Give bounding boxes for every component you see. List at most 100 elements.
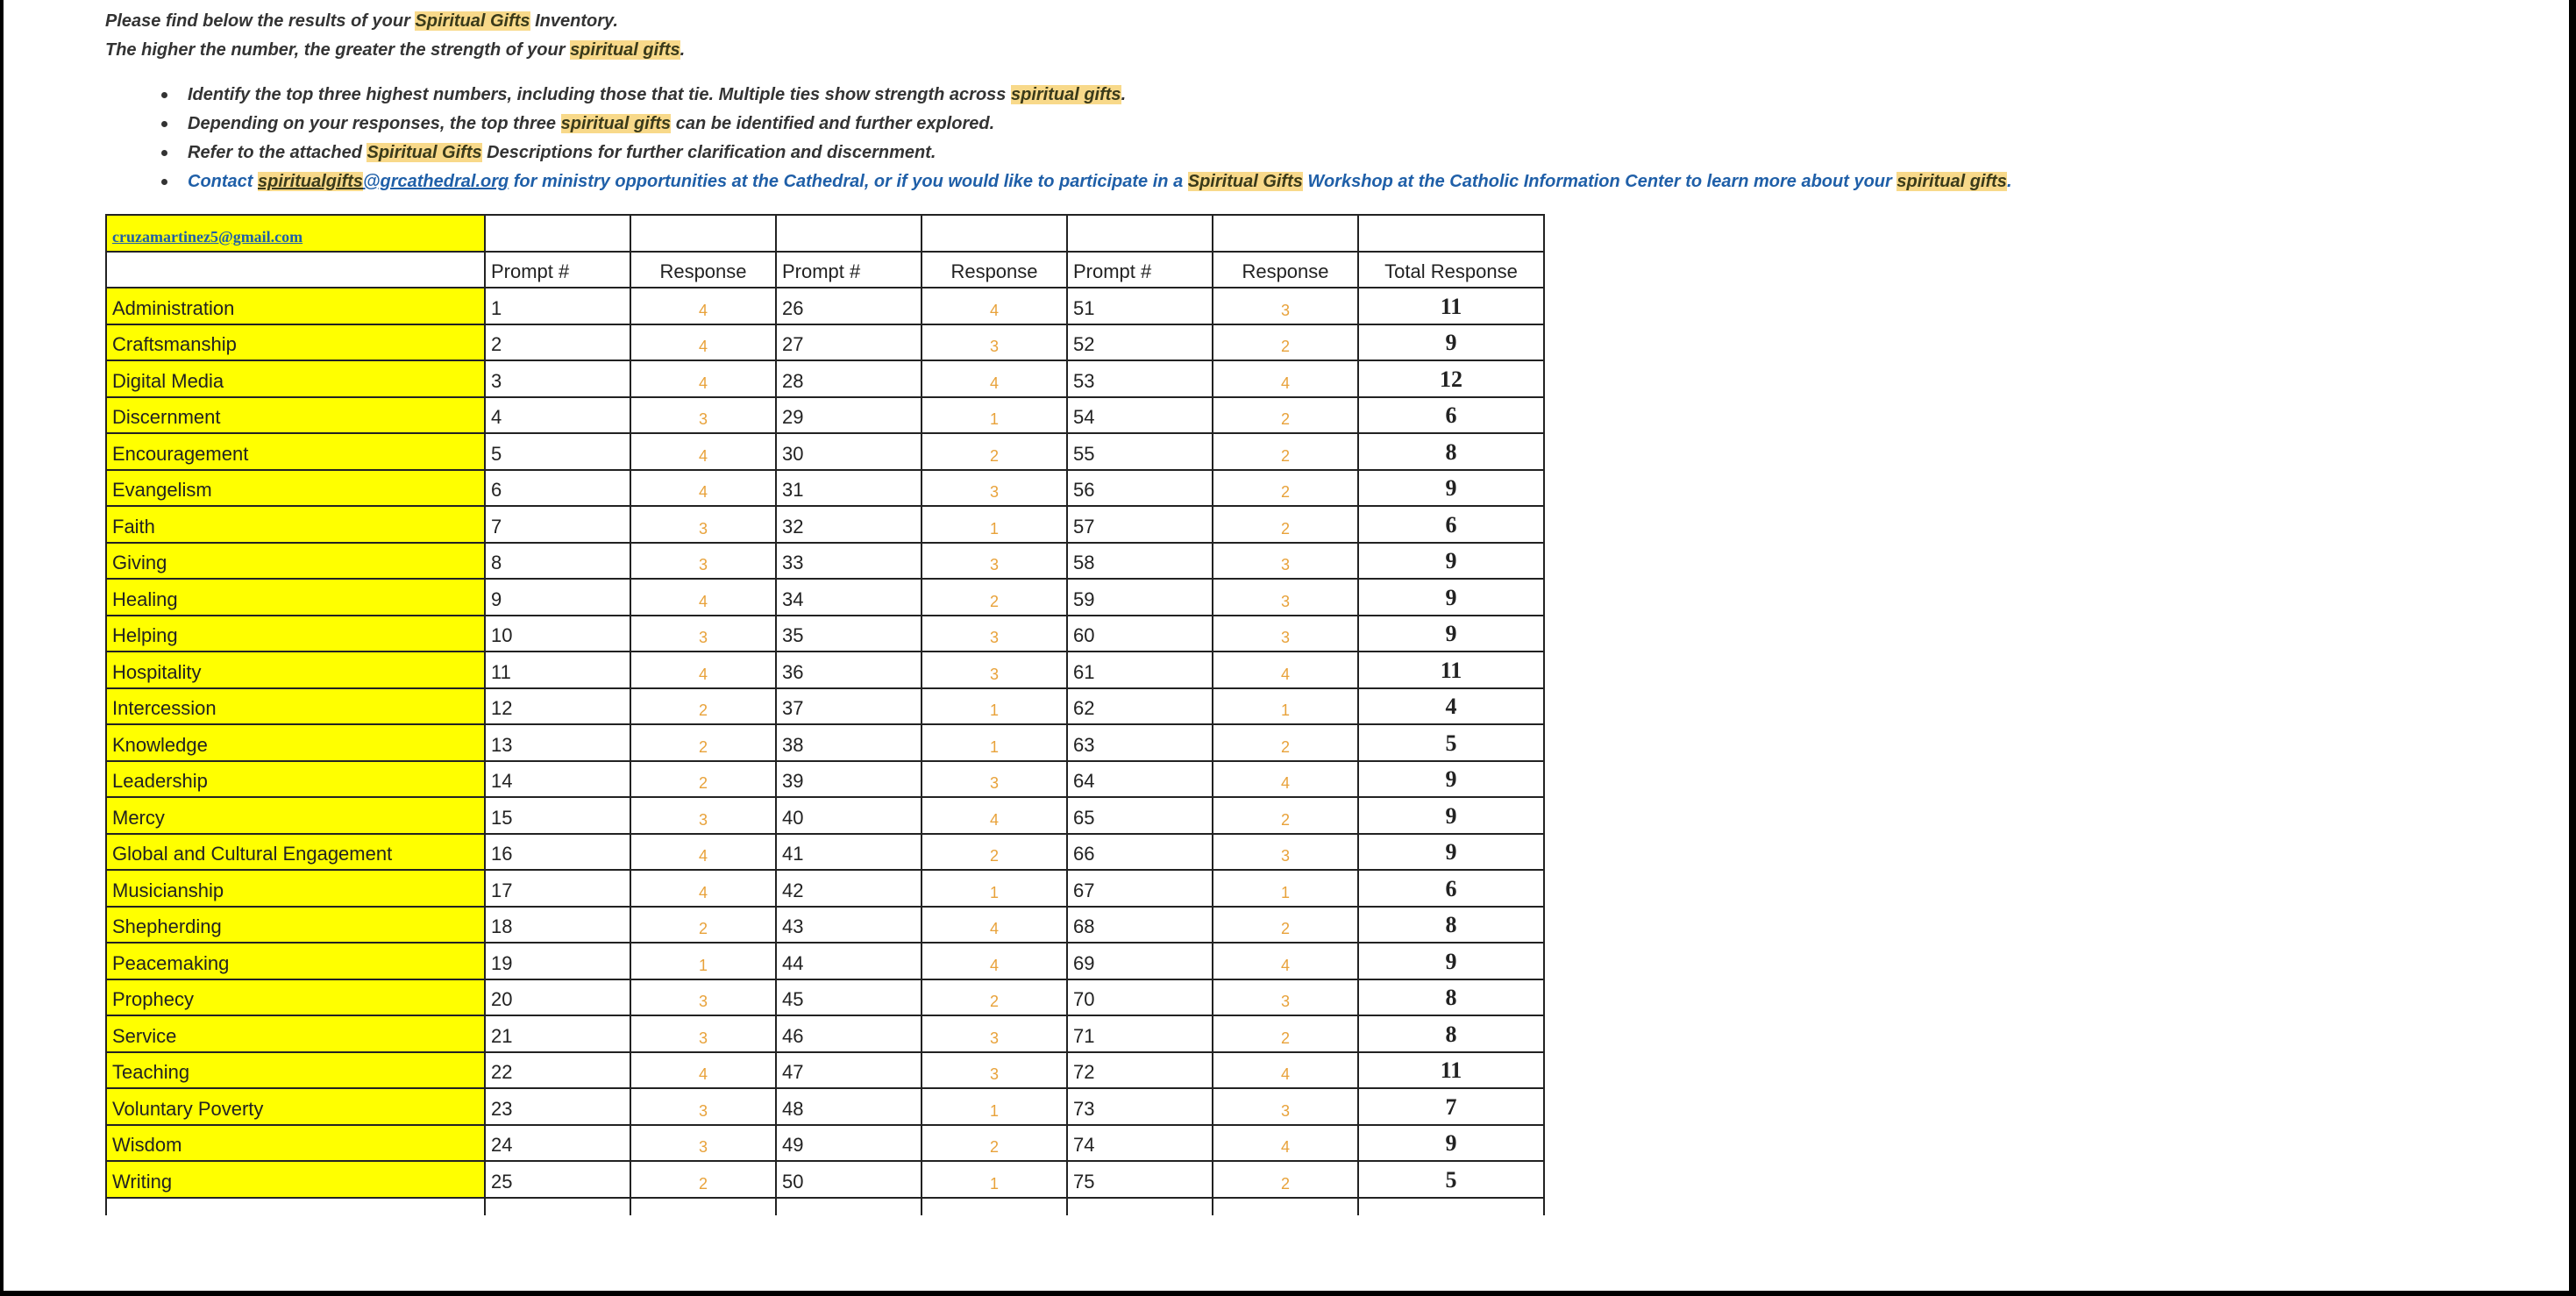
total-response-cell: 8	[1357, 432, 1545, 471]
total-response-cell: 7	[1357, 1087, 1545, 1126]
prompt-number-cell: 9	[484, 578, 631, 616]
header-row: Prompt # Response Prompt # Response Prom…	[105, 250, 1545, 288]
table-row: Teaching 22 4 47 3 72 4 11	[105, 1050, 1545, 1089]
response-cell: 3	[630, 978, 777, 1016]
response-cell: 4	[630, 323, 777, 361]
empty-cell	[1357, 214, 1545, 253]
prompt-number-cell: 40	[775, 796, 922, 835]
response-cell: 4	[630, 287, 777, 325]
response-cell: 4	[921, 796, 1068, 835]
prompt-number-cell: 52	[1066, 323, 1213, 361]
response-cell: 2	[1212, 796, 1359, 835]
prompt-number-cell: 3	[484, 360, 631, 398]
response-cell: 4	[1212, 1050, 1359, 1089]
response-cell: 4	[1212, 942, 1359, 980]
response-cell: 1	[921, 395, 1068, 434]
prompt-number-cell: 23	[484, 1087, 631, 1126]
gift-name-cell: Helping	[105, 614, 486, 652]
prompt-number-cell: 12	[484, 687, 631, 725]
total-response-cell: 8	[1357, 978, 1545, 1016]
response-cell: 3	[921, 1015, 1068, 1053]
gift-name-cell: Healing	[105, 578, 486, 616]
response-cell: 3	[921, 468, 1068, 507]
response-cell: 4	[1212, 651, 1359, 689]
response-cell: 4	[921, 287, 1068, 325]
prompt-number-cell: 6	[484, 468, 631, 507]
response-cell: 4	[1212, 1123, 1359, 1162]
table-row: Leadership 14 2 39 3 64 4 9	[105, 759, 1545, 798]
table-row: Craftsmanship 2 4 27 3 52 2 9	[105, 323, 1545, 361]
response-cell: 4	[630, 468, 777, 507]
prompt-number-cell: 74	[1066, 1123, 1213, 1162]
prompt-number-cell: 49	[775, 1123, 922, 1162]
gift-name-cell: Prophecy	[105, 978, 486, 1016]
empty-cell	[630, 214, 777, 253]
prompt-number-cell: 68	[1066, 905, 1213, 944]
response-cell: 1	[921, 505, 1068, 544]
prompt-number-cell: 44	[775, 942, 922, 980]
contact-email-link[interactable]: spiritualgifts@grcathedral.org	[258, 172, 509, 191]
prompt-number-cell: 55	[1066, 432, 1213, 471]
prompt-number-cell: 26	[775, 287, 922, 325]
prompt-number-cell: 22	[484, 1050, 631, 1089]
response-cell: 4	[1212, 360, 1359, 398]
table-row: Voluntary Poverty 23 3 48 1 73 3 7	[105, 1087, 1545, 1126]
header-response-3: Response	[1212, 250, 1359, 288]
user-email-link[interactable]: cruzamartinez5@gmail.com	[112, 227, 303, 246]
gift-name-cell: Voluntary Poverty	[105, 1087, 486, 1126]
response-cell: 2	[1212, 1160, 1359, 1199]
response-cell: 2	[921, 978, 1068, 1016]
instruction-contact: Contact spiritualgifts@grcathedral.org f…	[161, 167, 2012, 196]
total-response-cell: 9	[1357, 578, 1545, 616]
gift-name-cell: Service	[105, 1015, 486, 1053]
prompt-number-cell: 39	[775, 759, 922, 798]
response-cell: 4	[630, 432, 777, 471]
total-response-cell: 11	[1357, 1050, 1545, 1089]
response-cell: 2	[1212, 905, 1359, 944]
empty-cell	[484, 1196, 631, 1215]
prompt-number-cell: 43	[775, 905, 922, 944]
prompt-number-cell: 46	[775, 1015, 922, 1053]
prompt-number-cell: 29	[775, 395, 922, 434]
instruction-top-three: Identify the top three highest numbers, …	[161, 81, 2012, 110]
total-response-cell: 4	[1357, 687, 1545, 725]
prompt-number-cell: 60	[1066, 614, 1213, 652]
response-cell: 3	[1212, 578, 1359, 616]
response-cell: 2	[630, 1160, 777, 1199]
response-cell: 3	[630, 395, 777, 434]
response-cell: 3	[921, 651, 1068, 689]
response-cell: 2	[921, 432, 1068, 471]
gift-name-cell: Craftsmanship	[105, 323, 486, 361]
response-cell: 4	[630, 651, 777, 689]
total-response-cell: 9	[1357, 614, 1545, 652]
prompt-number-cell: 42	[775, 869, 922, 908]
prompt-number-cell: 73	[1066, 1087, 1213, 1126]
total-response-cell: 5	[1357, 1160, 1545, 1199]
prompt-number-cell: 21	[484, 1015, 631, 1053]
table-row: Healing 9 4 34 2 59 3 9	[105, 578, 1545, 616]
table-row: Writing 25 2 50 1 75 2 5	[105, 1160, 1545, 1199]
response-cell: 3	[921, 759, 1068, 798]
total-response-cell: 6	[1357, 869, 1545, 908]
gift-name-cell: Peacemaking	[105, 942, 486, 980]
prompt-number-cell: 57	[1066, 505, 1213, 544]
table-row: Shepherding 18 2 43 4 68 2 8	[105, 905, 1545, 944]
response-cell: 4	[921, 942, 1068, 980]
prompt-number-cell: 4	[484, 395, 631, 434]
response-cell: 4	[630, 360, 777, 398]
prompt-number-cell: 16	[484, 832, 631, 871]
response-cell: 3	[630, 1123, 777, 1162]
prompt-number-cell: 71	[1066, 1015, 1213, 1053]
empty-cell	[1357, 1196, 1545, 1215]
empty-cell	[105, 1196, 486, 1215]
prompt-number-cell: 61	[1066, 651, 1213, 689]
response-cell: 2	[1212, 395, 1359, 434]
response-cell: 2	[1212, 468, 1359, 507]
prompt-number-cell: 37	[775, 687, 922, 725]
gift-name-cell: Discernment	[105, 395, 486, 434]
empty-cell	[630, 1196, 777, 1215]
intro-text: Please find below the results of your Sp…	[105, 7, 685, 65]
response-cell: 1	[921, 687, 1068, 725]
response-cell: 2	[630, 905, 777, 944]
empty-cell	[921, 214, 1068, 253]
